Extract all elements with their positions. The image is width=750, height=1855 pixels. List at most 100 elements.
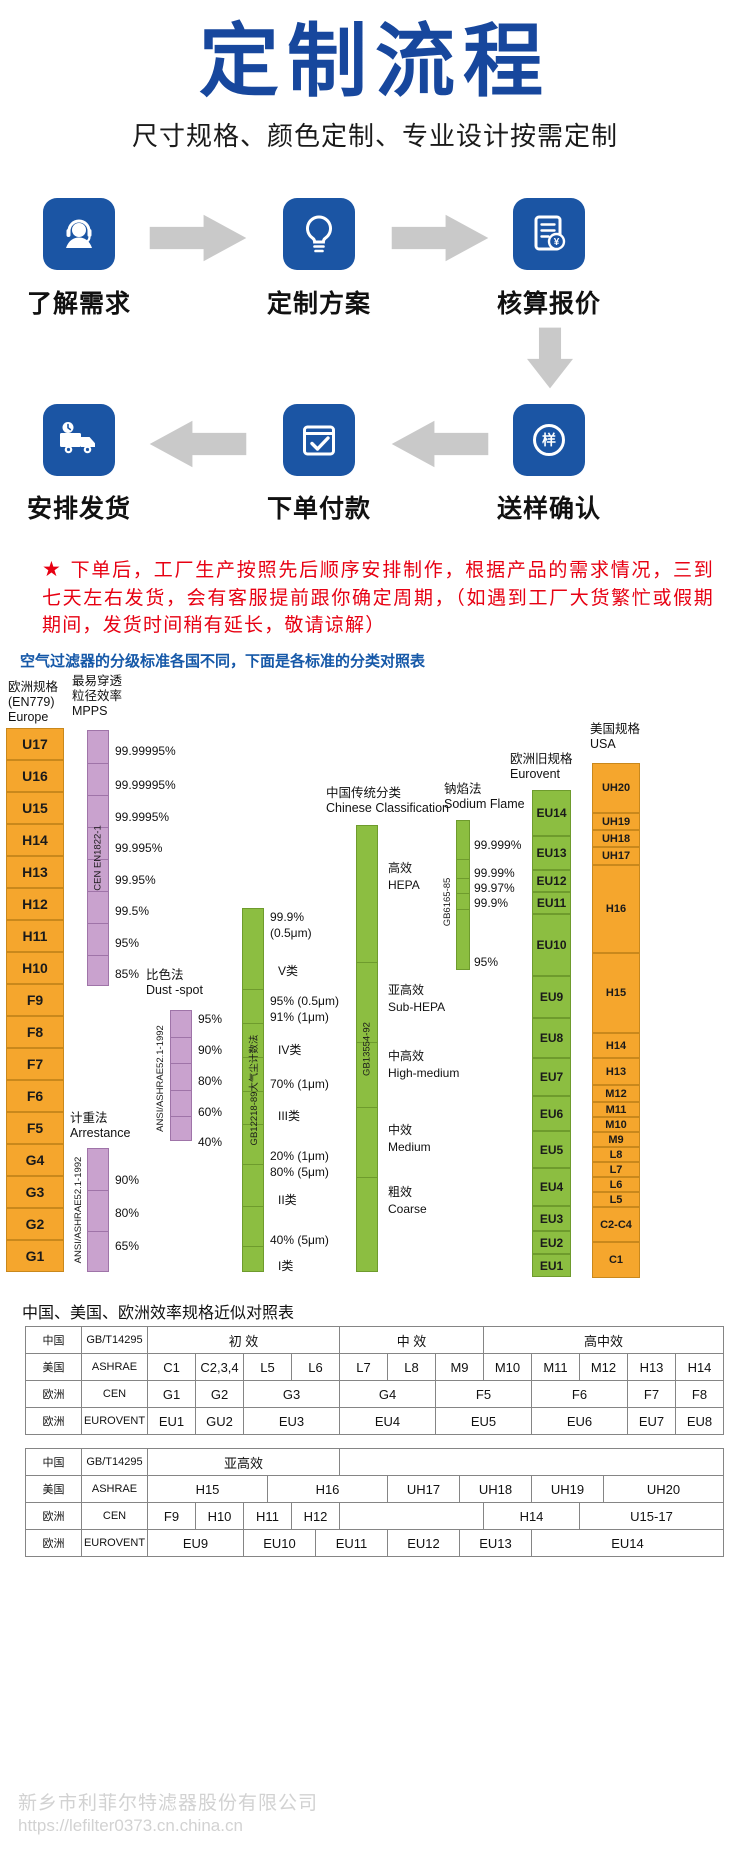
eurovent-box-eu3: EU3 [532,1206,571,1231]
table-row: 美国 ASHRAE H15 H16 UH17 UH18 UH19 UH20 [25,1475,724,1503]
row-header-cell: EUROVENT [81,1407,148,1435]
row-header-cell: 欧洲 [25,1502,82,1530]
grade-cell [339,1502,484,1530]
chinese-classification-bar: GB13554-92 [356,825,378,1272]
grade-cell: EU5 [435,1407,532,1435]
chart-intro: 空气过滤器的分级标准各国不同，下面是各标准的分类对照表 [20,653,426,670]
grade-cell: UH17 [387,1475,460,1503]
grade-cell: EU10 [243,1529,316,1557]
dust-spot-divider [171,1090,191,1091]
watermark-company: 新乡市利菲尔特滤器股份有限公司 [18,1793,319,1814]
gb-count-method-value-label: 91% (1μm) [270,1010,329,1024]
europe-box-g2: G2 [6,1208,64,1240]
europe-box-h10: H10 [6,952,64,984]
gb-count-method-value-label: III类 [278,1109,301,1123]
row-header-cell: 欧洲 [25,1529,82,1557]
customer-service-icon [43,198,115,270]
chinese-classification-header: 中国传统分类 Chinese Classification [326,786,449,815]
gb-count-method-value-label: 20% (1μm) [270,1149,329,1163]
row-header-cell: 美国 [25,1475,82,1503]
mpps-bar: CEN EN1822-1 [87,730,109,986]
dust-spot-divider [171,1037,191,1038]
row-header-cell: GB/T14295 [81,1326,148,1354]
dust-spot-value-label: 95% [198,1012,223,1026]
dust-spot-divider [171,1116,191,1117]
chinese-classification-value-label: 亚高效 [388,983,425,997]
mpps-value-label: 99.99995% [115,744,176,758]
eurovent-box-eu10: EU10 [532,914,571,976]
flow-arrow-left-2 [391,420,489,468]
sodium-flame-value-label: 99.97% [474,881,515,895]
eurovent-box-eu8: EU8 [532,1018,571,1058]
gb-count-method-value-label: II类 [278,1193,297,1207]
grade-cell: C1 [147,1353,196,1381]
arrestance-value-label: 65% [115,1239,140,1253]
mpps-divider [88,827,108,828]
grade-cell: C2,3,4 [195,1353,244,1381]
grade-cell: F6 [531,1380,628,1408]
sodium-flame-value-label: 99.99% [474,866,515,880]
europe-box-f6: F6 [6,1080,64,1112]
gb-count-method-value-label: IV类 [278,1043,302,1057]
svg-text:样: 样 [542,432,556,448]
gb-count-method-divider [243,1023,263,1024]
chinese-classification-value-label: 高效 [388,861,413,875]
europe-header: 欧洲规格 (EN779) Europe [8,680,59,724]
usa-box-l6: L6 [592,1177,640,1192]
flow-arrow-right-1 [149,214,247,262]
mpps-value-label: 99.9995% [115,810,170,824]
dust-spot-value-label: 90% [198,1043,223,1057]
grade-cell: H15 [147,1475,268,1503]
table-row: 中国 GB/T14295 初 效中 效高中效 [25,1326,724,1354]
mpps-divider [88,955,108,956]
grade-cell: H10 [195,1502,244,1530]
europe-box-h12: H12 [6,888,64,920]
grade-cell: H14 [483,1502,580,1530]
gb-count-method-divider [243,1164,263,1165]
sodium-flame-value-label: 99.9% [474,896,509,910]
chinese-classification-value-label: Sub-HEPA [388,1000,446,1014]
chinese-classification-divider [357,1042,377,1043]
chinese-classification-value-label: 粗效 [388,1185,413,1199]
grade-cell: M11 [531,1353,580,1381]
row-header-cell: CEN [81,1502,148,1530]
europe-box-f7: F7 [6,1048,64,1080]
grade-cell: EU9 [147,1529,244,1557]
usa-box-c2-c4: C2-C4 [592,1207,640,1242]
row-header-cell: CEN [81,1380,148,1408]
grade-cell: H16 [267,1475,388,1503]
grade-cell: H12 [291,1502,340,1530]
mpps-value-label: 95% [115,936,140,950]
usa-box-h13: H13 [592,1058,640,1085]
grade-cell: 高中效 [483,1326,724,1354]
sodium-flame-bar [456,820,470,970]
row-header-cell: 欧洲 [25,1407,82,1435]
grade-cell: G1 [147,1380,196,1408]
gb-count-method-divider [243,989,263,990]
arrestance-standard-label: ANSI/ASHRAE52.1-1992 [73,1156,84,1264]
flow-arrow-down [527,327,573,389]
mpps-value-label: 99.995% [115,841,163,855]
europe-box-u15: U15 [6,792,64,824]
page-title: 定制流程 [199,17,551,106]
mpps-divider [88,795,108,796]
table-row: 欧洲 CEN F9 H10 H11 H12 H14 U15-17 [25,1502,724,1530]
europe-box-f9: F9 [6,984,64,1016]
grade-cell: EU11 [315,1529,388,1557]
row-header-cell: 中国 [25,1448,82,1476]
chinese-classification-standard-label: GB13554-92 [361,1021,373,1076]
sample-icon: 样 [513,404,585,476]
grade-cell: G2 [195,1380,244,1408]
chinese-classification-value-label: High-medium [388,1066,460,1080]
gb-count-method-divider [243,1246,263,1247]
grade-cell: GU2 [195,1407,244,1435]
dust-spot-value-label: 60% [198,1105,223,1119]
step-label-truck: 安排发货 [26,495,131,523]
europe-box-g1: G1 [6,1240,64,1272]
comparison-table-2: 中国 GB/T14295 亚高效 美国 ASHRAE H15 H16 UH17 UH18 UH19… [25,1448,724,1557]
grade-cell: EU3 [243,1407,340,1435]
grade-cell: EU4 [339,1407,436,1435]
eurovent-box-eu11: EU11 [532,892,571,914]
europe-box-u17: U17 [6,728,64,760]
watermark-url: https://lefilter0373.cn.china.cn [18,1816,243,1835]
